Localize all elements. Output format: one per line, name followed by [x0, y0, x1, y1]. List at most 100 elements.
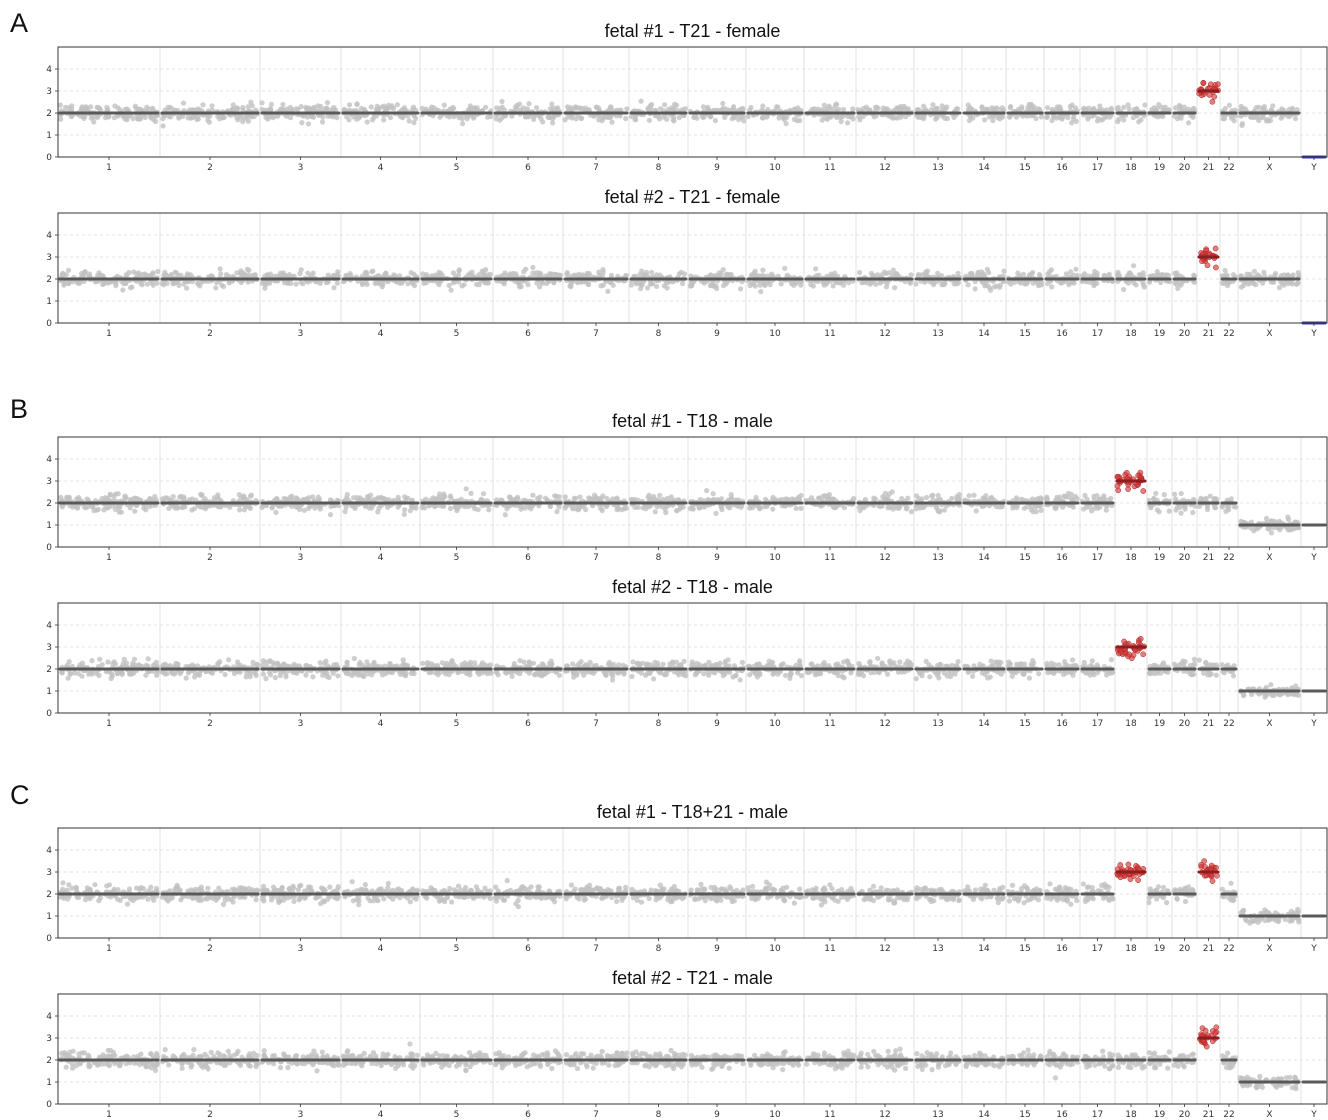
data-point	[456, 267, 462, 273]
data-point	[1211, 93, 1218, 100]
data-point	[134, 271, 140, 277]
data-point	[1123, 469, 1130, 476]
data-point	[1121, 286, 1127, 293]
y-tick-label: 2	[46, 109, 52, 119]
x-tick-label: 11	[824, 329, 835, 339]
data-point	[523, 114, 529, 120]
data-point	[1262, 104, 1268, 110]
data-point	[121, 281, 127, 287]
y-tick-label: 1	[46, 521, 52, 531]
data-point	[1186, 120, 1192, 126]
data-point	[241, 493, 247, 499]
data-point	[459, 283, 465, 289]
data-point	[160, 116, 166, 122]
data-point	[327, 511, 334, 518]
data-point	[209, 103, 215, 109]
x-tick-label: 2	[207, 553, 213, 563]
data-point	[280, 101, 286, 108]
data-point	[364, 119, 370, 125]
data-point	[660, 114, 666, 120]
data-point	[488, 113, 494, 120]
data-point	[1140, 488, 1147, 494]
data-point	[369, 117, 376, 123]
data-point	[1068, 491, 1074, 497]
data-point	[660, 496, 667, 503]
data-point	[943, 106, 949, 112]
data-point	[138, 280, 144, 286]
x-tick-label: 3	[298, 553, 304, 563]
data-point	[603, 503, 609, 510]
x-tick-label: 13	[932, 329, 943, 339]
data-point	[550, 116, 556, 122]
data-point	[819, 117, 825, 123]
x-tick-label: 17	[1092, 329, 1103, 339]
y-tick-label: 2	[46, 665, 52, 675]
data-point	[160, 123, 166, 129]
data-point	[884, 496, 890, 502]
data-point	[155, 268, 161, 275]
data-point	[701, 280, 707, 286]
x-tick-label: 4	[378, 329, 384, 339]
data-point	[406, 118, 412, 124]
data-point	[460, 121, 466, 127]
points-chr-20	[1172, 270, 1198, 291]
data-point	[190, 114, 196, 120]
data-point	[705, 106, 711, 112]
data-point	[1276, 518, 1282, 525]
data-point	[328, 503, 334, 509]
data-point	[1135, 472, 1142, 479]
data-point	[530, 492, 536, 498]
data-point	[1038, 114, 1044, 120]
x-tick-label: Y	[1310, 163, 1317, 173]
data-point	[1230, 272, 1236, 278]
data-point	[259, 106, 265, 112]
data-point	[1239, 122, 1245, 128]
data-point	[153, 118, 159, 125]
x-tick-label: 21	[1203, 329, 1214, 339]
data-point	[701, 114, 707, 120]
data-point	[221, 283, 227, 290]
data-point	[100, 281, 106, 288]
data-point	[971, 492, 977, 498]
data-point	[1015, 270, 1021, 276]
data-point	[112, 491, 119, 497]
x-tick-label: 2	[207, 329, 213, 339]
x-tick-label: 9	[714, 163, 720, 173]
data-point	[236, 492, 242, 498]
data-point	[975, 271, 981, 277]
x-tick-label: 13	[932, 163, 943, 173]
data-point	[293, 281, 299, 287]
data-point	[514, 106, 520, 112]
data-point	[169, 106, 175, 112]
data-point	[608, 272, 615, 278]
y-tick-label: 4	[46, 455, 52, 465]
panel-letter-a: A	[10, 8, 28, 38]
x-tick-label: 22	[1223, 163, 1234, 173]
data-point	[118, 509, 124, 515]
data-point	[305, 270, 311, 276]
x-tick-label: X	[1266, 329, 1272, 339]
data-point	[1082, 492, 1088, 499]
x-tick-label: 9	[714, 329, 720, 339]
data-point	[841, 504, 848, 511]
data-point	[112, 103, 118, 109]
x-tick-label: 18	[1125, 553, 1137, 563]
data-point	[719, 504, 725, 510]
data-point	[989, 494, 995, 501]
data-point	[1233, 504, 1239, 510]
data-point	[198, 492, 205, 498]
data-point	[607, 104, 614, 110]
data-point	[1172, 491, 1178, 497]
data-point	[534, 105, 540, 111]
x-tick-label: 7	[593, 553, 599, 563]
data-point	[793, 505, 799, 512]
data-point	[649, 269, 655, 275]
x-tick-label: 8	[656, 329, 662, 339]
data-point	[375, 273, 381, 279]
data-point	[401, 511, 407, 517]
data-point	[213, 285, 219, 291]
x-tick-label: 22	[1223, 329, 1234, 339]
data-point	[646, 117, 653, 123]
data-point	[334, 280, 340, 286]
